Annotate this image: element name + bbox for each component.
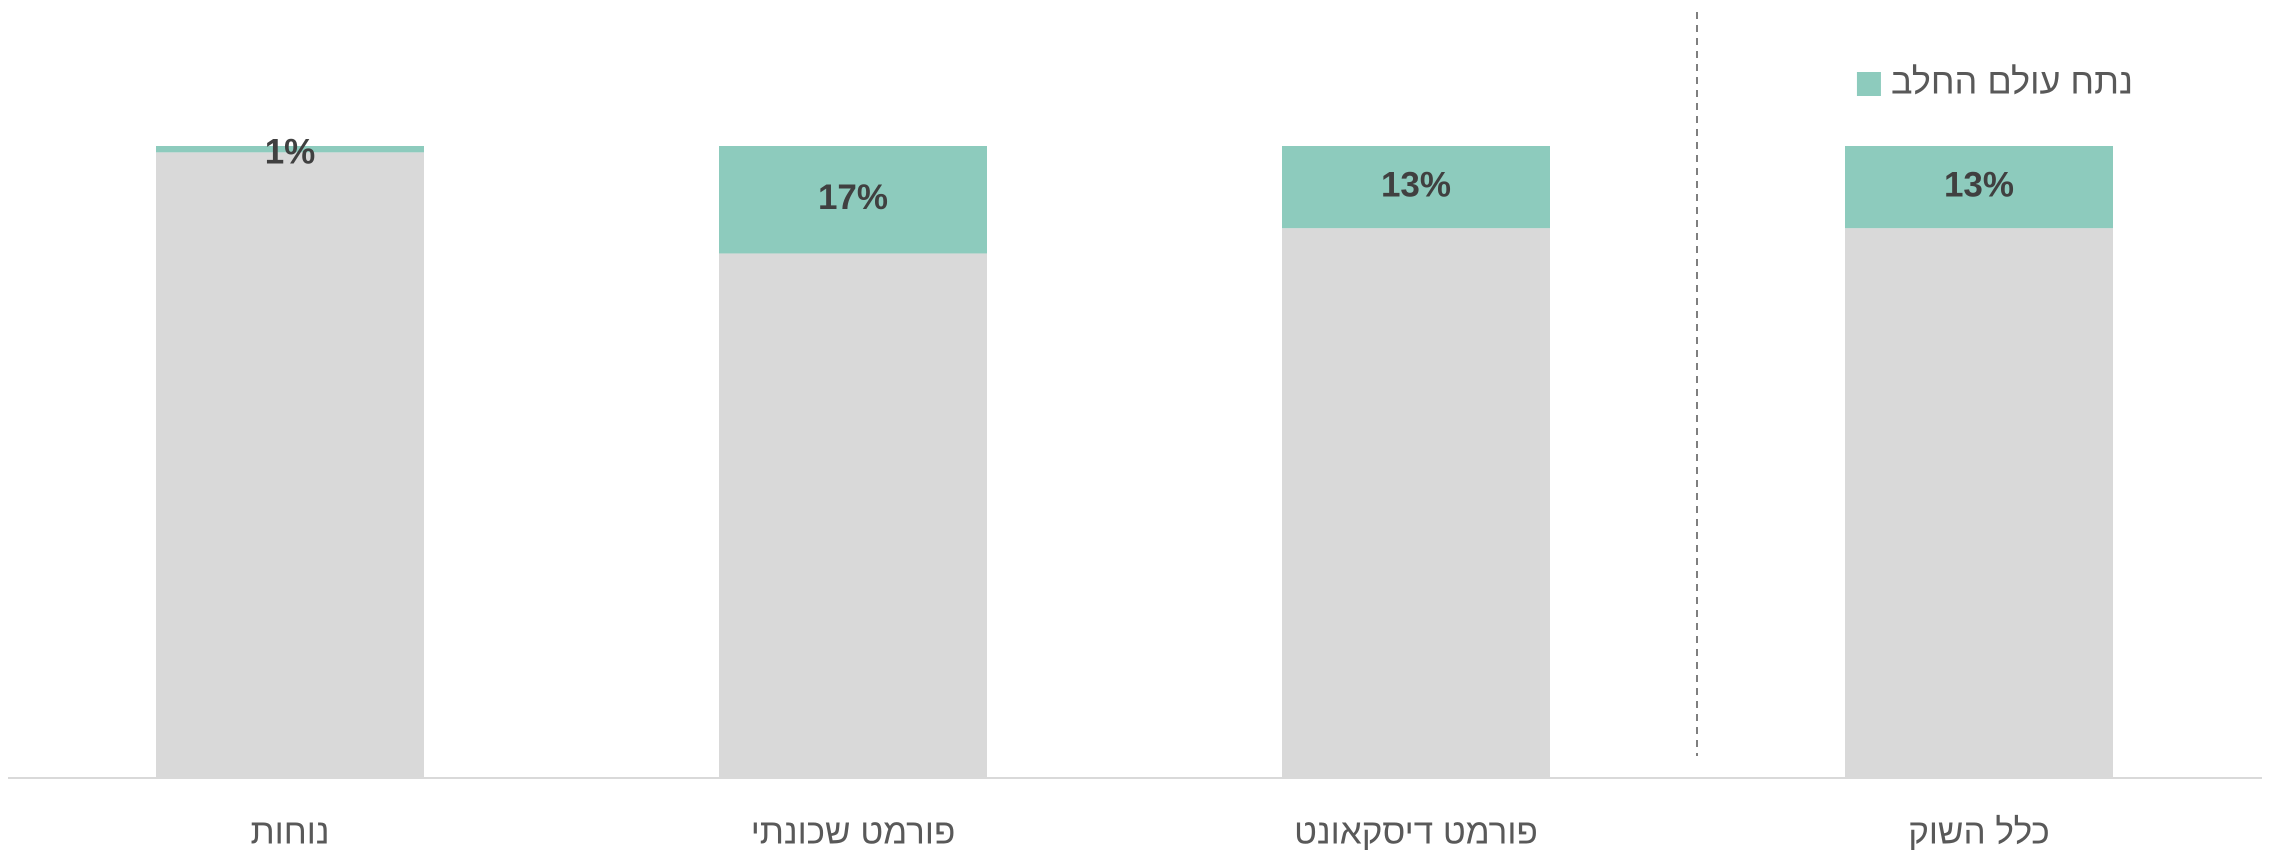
bar-segment xyxy=(1282,228,1550,778)
x-tick-label: כלל השוק xyxy=(1908,812,2050,851)
bar-segment xyxy=(719,146,987,254)
x-tick-label: נוחות xyxy=(250,812,329,851)
x-tick-label: פורמט דיסקאונט xyxy=(1294,812,1538,851)
bar-segment xyxy=(1845,146,2113,229)
bar-segment xyxy=(1282,146,1550,229)
data-label: 1% xyxy=(265,132,316,171)
x-tick-label: פורמט שכונתי xyxy=(751,812,956,851)
bar-segment xyxy=(719,253,987,778)
legend-label: נתח עולם החלב xyxy=(1891,61,2133,102)
data-label: 13% xyxy=(1944,165,2014,204)
data-label: 17% xyxy=(818,178,888,217)
data-label: 13% xyxy=(1381,165,1451,204)
bar-segment xyxy=(156,146,424,153)
bar-segment xyxy=(156,152,424,778)
legend-swatch xyxy=(1856,72,1881,96)
bar-segment xyxy=(1845,228,2113,778)
